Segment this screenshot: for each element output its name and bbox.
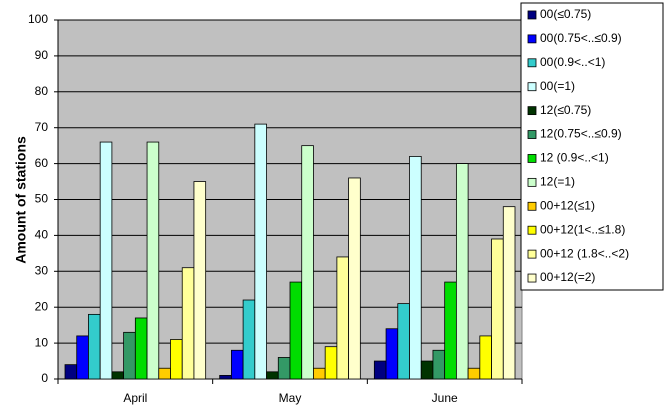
legend-label: 00+12(1<..≤1.8): [540, 222, 625, 236]
y-tick-label: 20: [35, 299, 49, 313]
bar: [397, 303, 410, 380]
bar: [254, 123, 267, 380]
legend-swatch: [527, 177, 537, 187]
bar: [502, 206, 516, 380]
legend-label: 00(=1): [540, 79, 575, 93]
x-tick-label: April: [123, 391, 147, 405]
bar: [420, 360, 434, 380]
bar: [64, 364, 78, 380]
bar: [348, 177, 361, 380]
bar: [181, 267, 195, 380]
bar: [324, 346, 338, 380]
legend-swatch: [527, 106, 537, 116]
bar: [385, 328, 399, 380]
y-tick-label: 70: [35, 120, 49, 134]
bar: [230, 349, 244, 380]
bar: [88, 313, 101, 380]
legend: 00(≤0.75) 00(0.75<..≤0.9) 00(0.9<..<1) 00(=…: [520, 2, 664, 291]
bar: [467, 367, 481, 380]
legend-swatch: [527, 249, 537, 259]
bar: [134, 317, 148, 380]
y-tick-label: 0: [41, 371, 48, 385]
y-tick-label: 30: [35, 263, 49, 277]
y-tick-label: 80: [35, 84, 49, 98]
bar: [289, 281, 303, 380]
bar: [76, 335, 89, 380]
legend-swatch: [527, 10, 537, 20]
bar: [432, 349, 446, 380]
legend-swatch: [527, 201, 537, 211]
y-axis-title: Amount of stations: [13, 136, 29, 264]
legend-swatch: [527, 273, 537, 283]
bar: [99, 141, 113, 380]
bar: [301, 145, 314, 380]
legend-label: 12(=1): [540, 175, 575, 189]
bar: [219, 375, 232, 380]
y-tick-label: 50: [35, 192, 49, 206]
legend-label: 12(≤0.75): [540, 103, 591, 117]
y-tick-label: 100: [28, 12, 48, 26]
legend-label: 00(0.9<..<1): [540, 55, 605, 69]
legend-swatch: [527, 82, 537, 92]
bar: [313, 367, 326, 380]
y-tick-label: 90: [35, 48, 49, 62]
legend-label: 00+12 (1.8<..<2): [540, 246, 629, 260]
bar: [266, 371, 279, 380]
bar: [491, 238, 504, 380]
legend-swatch: [527, 225, 537, 235]
x-tick-label: June: [432, 391, 458, 405]
bar: [277, 357, 291, 380]
legend-label: 12(0.75<..≤0.9): [540, 127, 622, 141]
legend-swatch: [527, 34, 537, 44]
bar: [373, 360, 387, 380]
legend-box: [520, 2, 664, 291]
legend-label: 00(≤0.75): [540, 7, 591, 21]
bar: [123, 331, 136, 380]
legend-swatch: [527, 58, 537, 68]
bar: [158, 367, 171, 380]
bar: [455, 163, 469, 380]
legend-label: 12 (0.9<..<1): [540, 151, 609, 165]
y-tick-label: 60: [35, 156, 49, 170]
bar: [479, 335, 492, 380]
bar: [336, 256, 350, 380]
bar: [170, 339, 183, 380]
bar: [409, 156, 422, 380]
legend-swatch: [527, 130, 537, 139]
y-tick-label: 40: [35, 228, 49, 242]
bar: [146, 141, 160, 380]
bar: [242, 299, 256, 380]
bar: [444, 281, 457, 380]
x-tick-label: May: [279, 391, 302, 405]
legend-swatch: [527, 154, 537, 163]
y-tick-label: 10: [35, 335, 49, 349]
bar: [193, 181, 207, 380]
legend-label: 00+12(=2): [540, 270, 595, 284]
legend-label: 00(0.75<..≤0.9): [540, 31, 622, 45]
legend-label: 00+12(≤1): [540, 198, 595, 212]
bar: [111, 371, 125, 380]
